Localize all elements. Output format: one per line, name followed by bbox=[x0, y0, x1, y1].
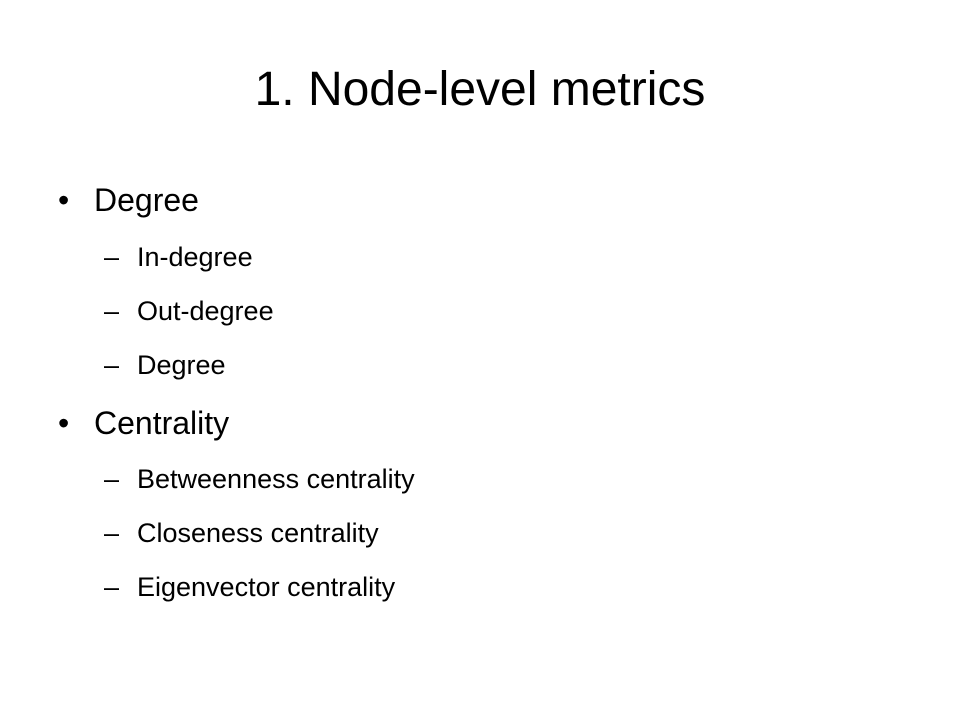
bullet-label: Centrality bbox=[94, 405, 230, 441]
slide-title: 1. Node-level metrics bbox=[254, 63, 706, 116]
sub-bullet-label: Betweenness centrality bbox=[137, 464, 415, 494]
sub-bullet-item: – In-degree bbox=[104, 240, 253, 274]
dash-marker: – bbox=[104, 350, 120, 380]
sub-bullet-item: – Closeness centrality bbox=[104, 516, 379, 550]
sub-bullet-label: In-degree bbox=[137, 242, 253, 272]
sub-bullet-item: – Degree bbox=[104, 348, 226, 382]
dash-marker: – bbox=[104, 572, 120, 602]
dash-marker: – bbox=[104, 242, 120, 272]
sub-bullet-label: Degree bbox=[137, 350, 226, 380]
dash-marker: – bbox=[104, 296, 120, 326]
dash-marker: – bbox=[104, 518, 120, 548]
bullet-label: Degree bbox=[94, 182, 199, 218]
sub-bullet-item: – Eigenvector centrality bbox=[104, 570, 395, 604]
sub-bullet-item: – Out-degree bbox=[104, 294, 274, 328]
sub-bullet-item: – Betweenness centrality bbox=[104, 462, 415, 496]
bullet-marker: • bbox=[58, 182, 70, 218]
bullet-item-degree: • Degree bbox=[58, 180, 199, 220]
bullet-item-centrality: • Centrality bbox=[58, 403, 229, 443]
sub-bullet-label: Closeness centrality bbox=[137, 518, 379, 548]
dash-marker: – bbox=[104, 464, 120, 494]
sub-bullet-label: Eigenvector centrality bbox=[137, 572, 396, 602]
bullet-marker: • bbox=[58, 405, 70, 441]
sub-bullet-label: Out-degree bbox=[137, 296, 274, 326]
